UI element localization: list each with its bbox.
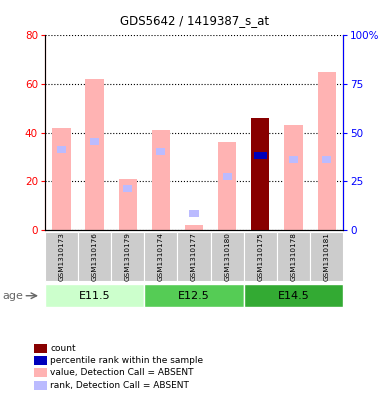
Bar <box>152 130 170 230</box>
Text: GDS5642 / 1419387_s_at: GDS5642 / 1419387_s_at <box>121 14 269 27</box>
Bar <box>45 232 78 281</box>
Text: GSM1310181: GSM1310181 <box>324 232 330 281</box>
Bar <box>254 152 267 159</box>
Bar <box>310 232 343 281</box>
Bar <box>34 369 47 377</box>
Text: value, Detection Call = ABSENT: value, Detection Call = ABSENT <box>50 368 193 377</box>
Text: GSM1310175: GSM1310175 <box>257 232 263 281</box>
Bar <box>34 356 47 365</box>
Bar <box>317 72 336 230</box>
Bar <box>78 232 111 281</box>
Bar <box>144 232 177 281</box>
Bar <box>185 225 203 230</box>
Bar <box>218 142 236 230</box>
Bar <box>119 179 137 230</box>
Bar <box>211 232 244 281</box>
Bar <box>34 381 47 389</box>
Text: GSM1310173: GSM1310173 <box>58 232 64 281</box>
Text: E11.5: E11.5 <box>79 291 110 301</box>
Bar <box>34 344 47 353</box>
Text: GSM1310176: GSM1310176 <box>92 232 98 281</box>
Text: GSM1310174: GSM1310174 <box>158 232 164 281</box>
Text: rank, Detection Call = ABSENT: rank, Detection Call = ABSENT <box>50 381 189 389</box>
Bar <box>322 156 331 163</box>
Bar <box>144 284 244 307</box>
Bar <box>111 232 144 281</box>
Text: GSM1310177: GSM1310177 <box>191 232 197 281</box>
Bar <box>251 118 269 230</box>
Bar <box>244 284 343 307</box>
Bar <box>57 146 66 153</box>
Text: E14.5: E14.5 <box>278 291 309 301</box>
Bar <box>123 185 132 192</box>
Bar <box>244 232 277 281</box>
Bar <box>177 232 211 281</box>
Bar <box>45 284 144 307</box>
Text: GSM1310180: GSM1310180 <box>224 232 230 281</box>
Bar <box>223 173 232 180</box>
Text: E12.5: E12.5 <box>178 291 210 301</box>
Bar <box>190 210 199 217</box>
Text: GSM1310178: GSM1310178 <box>291 232 296 281</box>
Bar <box>277 232 310 281</box>
Bar <box>52 128 71 230</box>
Text: age: age <box>2 291 23 301</box>
Bar <box>85 79 104 230</box>
Bar <box>90 138 99 145</box>
Text: percentile rank within the sample: percentile rank within the sample <box>50 356 203 365</box>
Text: GSM1310179: GSM1310179 <box>125 232 131 281</box>
Bar <box>156 148 165 155</box>
Bar <box>284 125 303 230</box>
Bar <box>289 156 298 163</box>
Text: count: count <box>50 344 76 353</box>
